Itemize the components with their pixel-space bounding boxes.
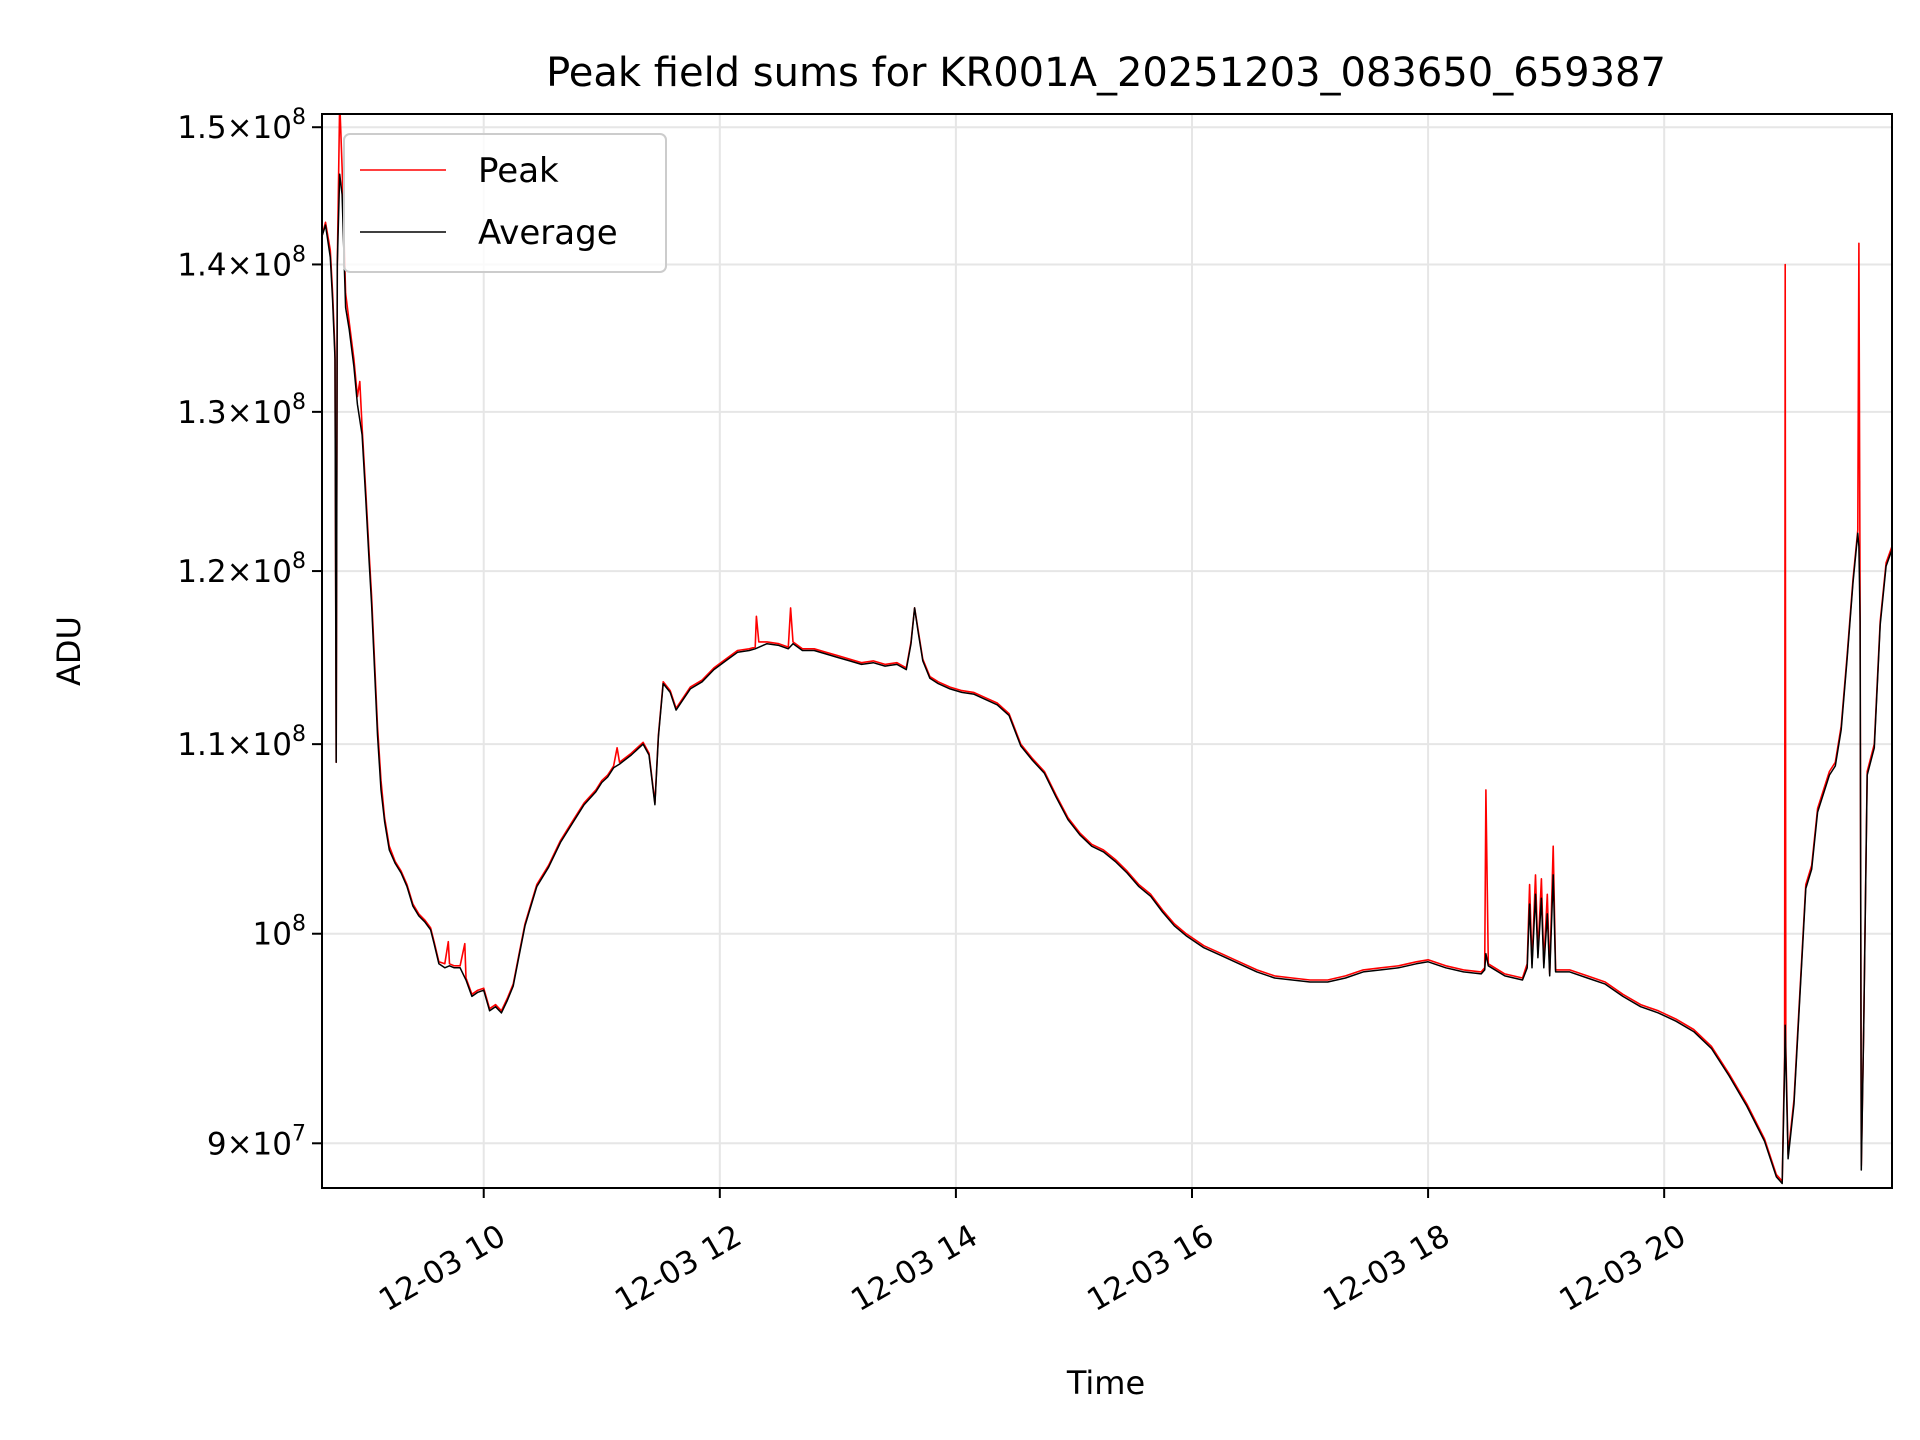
x-tick-label: 12-03 18 xyxy=(1317,1218,1456,1319)
x-tick-label: 12-03 20 xyxy=(1553,1218,1692,1319)
chart-title: Peak field sums for KR001A_20251203_0836… xyxy=(546,50,1666,96)
x-gridlines xyxy=(482,114,1666,1188)
y-axis-title: ADU xyxy=(50,616,88,686)
x-axis-title: Time xyxy=(1066,1364,1145,1402)
y-tick-label: 1.1×108 xyxy=(177,722,306,763)
series-line-average xyxy=(322,173,1892,1185)
x-tick-label: 12-03 16 xyxy=(1081,1218,1220,1319)
legend-label-average: Average xyxy=(478,213,618,253)
y-tick-label: 1.4×108 xyxy=(177,242,306,283)
y-tick-label: 108 xyxy=(253,912,306,953)
y-tick-label: 1.3×108 xyxy=(177,390,306,431)
x-axis-ticks: 12-03 10 12-03 12 12-03 14 12-03 16 12-03 18… xyxy=(373,1188,1692,1319)
x-tick-label: 12-03 10 xyxy=(373,1218,512,1319)
plot-frame xyxy=(321,113,1893,1189)
y-tick-label: 9×107 xyxy=(207,1121,306,1162)
y-axis-ticks: 9×107 108 1.1×108 1.2×108 1.3×108 1.4×108 1.5×… xyxy=(177,105,322,1162)
legend: Peak Average xyxy=(343,133,667,273)
x-tick-label: 12-03 12 xyxy=(609,1218,748,1319)
y-gridlines xyxy=(322,126,1892,1145)
legend-box xyxy=(343,133,667,273)
y-tick-label: 1.2×108 xyxy=(177,549,306,590)
x-tick-label: 12-03 14 xyxy=(845,1218,984,1319)
series-lines xyxy=(322,114,1892,1185)
y-tick-label: 1.5×108 xyxy=(177,105,306,146)
legend-label-peak: Peak xyxy=(478,151,559,191)
